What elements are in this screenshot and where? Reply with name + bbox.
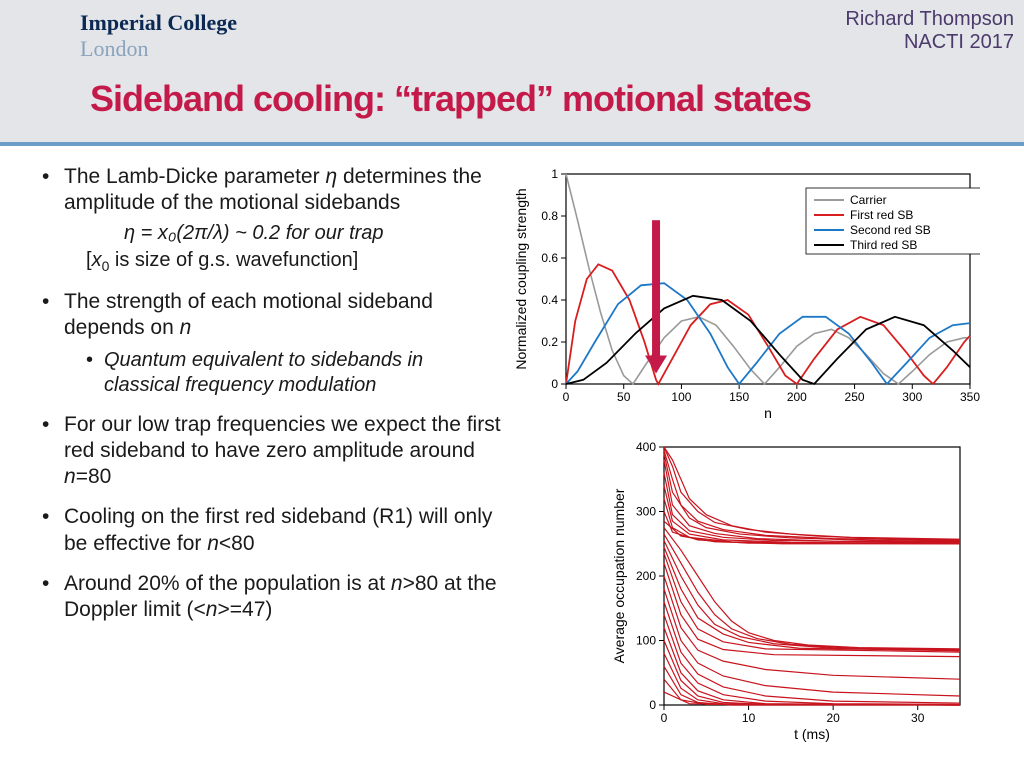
charts-column: 05010015020025030035000.20.40.60.81nNorm… — [502, 164, 1012, 750]
logo-line-1: Imperial College — [80, 10, 237, 36]
svg-text:1: 1 — [551, 167, 558, 181]
logo: Imperial College London — [80, 10, 237, 62]
svg-text:30: 30 — [911, 711, 925, 725]
body-area: The Lamb-Dicke parameter η determines th… — [0, 146, 1024, 750]
svg-text:Third red SB: Third red SB — [850, 238, 917, 252]
svg-text:First red SB: First red SB — [850, 208, 913, 222]
svg-text:400: 400 — [636, 440, 656, 454]
logo-line-2: London — [80, 36, 237, 62]
bullet-1-note: [x0 is size of g.s. wavefunction] — [64, 248, 502, 276]
svg-text:Normalized coupling strength: Normalized coupling strength — [513, 188, 529, 369]
bullet-1: The Lamb-Dicke parameter η determines th… — [42, 164, 502, 275]
svg-text:150: 150 — [729, 390, 749, 404]
svg-text:n: n — [764, 405, 772, 421]
svg-text:Second red SB: Second red SB — [850, 223, 931, 237]
bullet-4: Cooling on the first red sideband (R1) w… — [42, 504, 502, 557]
svg-text:0.6: 0.6 — [541, 251, 558, 265]
svg-text:0: 0 — [649, 698, 656, 712]
svg-text:20: 20 — [826, 711, 840, 725]
svg-text:0.8: 0.8 — [541, 209, 558, 223]
svg-text:350: 350 — [960, 390, 980, 404]
bullet-2-sub: Quantum equivalent to sidebands in class… — [64, 348, 502, 398]
svg-text:t (ms): t (ms) — [794, 726, 830, 742]
svg-text:300: 300 — [902, 390, 922, 404]
svg-text:0: 0 — [563, 390, 570, 404]
author-box: Richard Thompson NACTI 2017 — [845, 8, 1014, 54]
occupation-number-chart: 01020300100200300400t (ms)Average occupa… — [600, 435, 1012, 750]
bullet-list: The Lamb-Dicke parameter η determines th… — [12, 164, 502, 750]
svg-text:200: 200 — [787, 390, 807, 404]
header-band: Imperial College London Richard Thompson… — [0, 0, 1024, 146]
svg-text:50: 50 — [617, 390, 631, 404]
svg-text:100: 100 — [671, 390, 691, 404]
bullet-2: The strength of each motional sideband d… — [42, 289, 502, 398]
author-name: Richard Thompson — [845, 8, 1014, 31]
slide-title: Sideband cooling: “trapped” motional sta… — [90, 78, 811, 120]
svg-text:100: 100 — [636, 634, 656, 648]
svg-text:0.4: 0.4 — [541, 293, 558, 307]
svg-text:0: 0 — [661, 711, 668, 725]
svg-text:0.2: 0.2 — [541, 335, 558, 349]
svg-text:Carrier: Carrier — [850, 193, 887, 207]
bullet-3: For our low trap frequencies we expect t… — [42, 412, 502, 491]
coupling-strength-chart: 0 50 100 150 200 250 300 350 0 0.2 0.4 0.6 0.8 1 n Norm… — [510, 164, 1012, 429]
svg-text:250: 250 — [845, 390, 865, 404]
svg-text:300: 300 — [636, 505, 656, 519]
svg-text:200: 200 — [636, 569, 656, 583]
bullet-1-formula: η = x₀(2π/λ) ~ 0.2 for our trap — [64, 221, 502, 246]
svg-text:Average occupation number: Average occupation number — [611, 488, 627, 663]
bullet-5: Around 20% of the population is at n>80 … — [42, 571, 502, 624]
svg-text:10: 10 — [742, 711, 756, 725]
author-event: NACTI 2017 — [845, 31, 1014, 54]
svg-text:0: 0 — [551, 377, 558, 391]
